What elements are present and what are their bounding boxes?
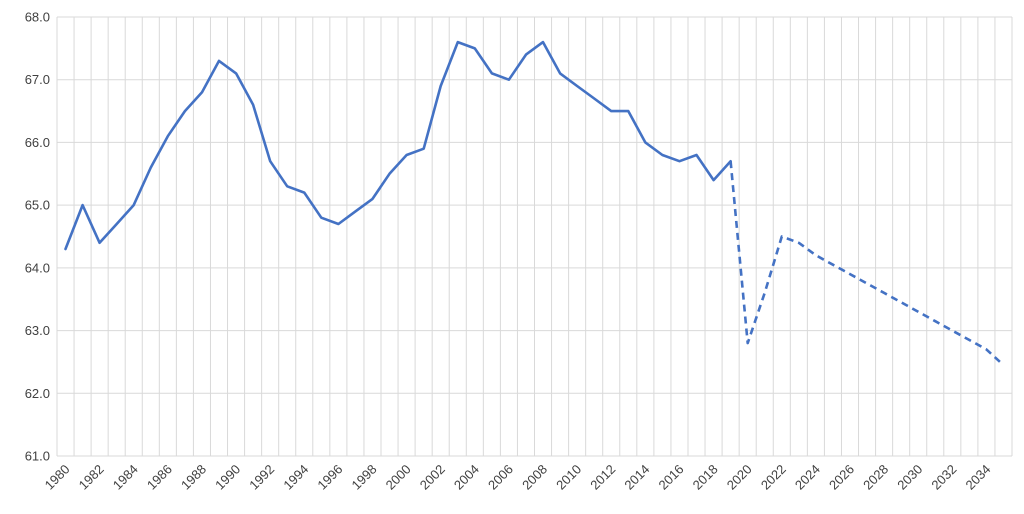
- x-tick-label: 2000: [383, 462, 414, 493]
- series-lines: [64, 40, 1005, 367]
- x-tick-label: 1986: [144, 462, 175, 493]
- x-tick-label: 2014: [621, 462, 652, 493]
- x-tick-label: 1992: [246, 462, 277, 493]
- x-tick-label: 2006: [485, 462, 516, 493]
- y-tick-label: 64.0: [25, 260, 50, 275]
- x-tick-label: 1990: [212, 462, 243, 493]
- x-tick-label: 2010: [553, 462, 584, 493]
- x-tick-label: 2034: [962, 462, 993, 493]
- dashed-series-line: [729, 161, 1005, 367]
- grid: [56, 16, 1013, 457]
- x-tick-label: 1994: [280, 462, 311, 493]
- y-tick-label: 61.0: [25, 449, 50, 464]
- x-tick-label: 1980: [42, 462, 73, 493]
- x-tick-label: 2020: [724, 462, 755, 493]
- y-axis-tick-labels: 61.0 62.0 63.0 64.0 65.0 66.0 67.0 68.0: [25, 10, 50, 464]
- x-tick-label: 2024: [792, 462, 823, 493]
- x-tick-label: 2022: [758, 462, 789, 493]
- x-tick-label: 1998: [349, 462, 380, 493]
- x-axis-tick-labels: 1980 1982 1984 1986 1988 1990 1992 1994 1996 1998…: [42, 462, 994, 493]
- x-tick-label: 2026: [826, 462, 857, 493]
- x-tick-label: 2028: [860, 462, 891, 493]
- x-tick-label: 2002: [417, 462, 448, 493]
- y-tick-label: 68.0: [25, 10, 50, 25]
- x-tick-label: 1988: [178, 462, 209, 493]
- y-tick-label: 67.0: [25, 72, 50, 87]
- y-tick-label: 63.0: [25, 323, 50, 338]
- x-tick-label: 1996: [314, 462, 345, 493]
- x-tick-label: 1984: [110, 462, 141, 493]
- x-tick-label: 2008: [519, 462, 550, 493]
- x-tick-label: 2004: [451, 462, 482, 493]
- x-tick-label: 1982: [76, 462, 107, 493]
- x-tick-label: 2032: [928, 462, 959, 493]
- y-tick-label: 66.0: [25, 135, 50, 150]
- y-tick-label: 62.0: [25, 386, 50, 401]
- x-tick-label: 2012: [587, 462, 618, 493]
- solid-series-line: [64, 40, 732, 251]
- y-tick-label: 65.0: [25, 198, 50, 213]
- x-tick-label: 2018: [690, 462, 721, 493]
- x-tick-label: 2030: [894, 462, 925, 493]
- x-tick-label: 2016: [656, 462, 687, 493]
